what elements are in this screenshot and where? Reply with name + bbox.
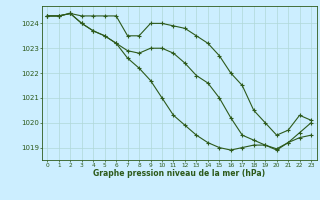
X-axis label: Graphe pression niveau de la mer (hPa): Graphe pression niveau de la mer (hPa) xyxy=(93,169,265,178)
